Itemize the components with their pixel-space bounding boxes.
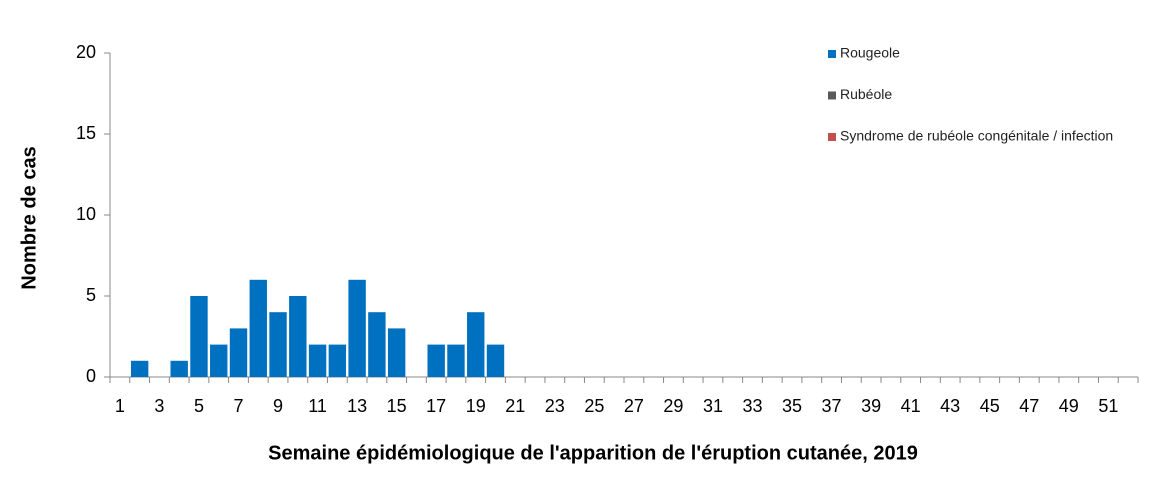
bar [427, 344, 445, 377]
x-tick-label: 23 [545, 396, 565, 416]
y-tick-label: 20 [76, 42, 96, 62]
x-tick-label: 15 [387, 396, 407, 416]
x-tick-label: 13 [347, 396, 367, 416]
x-tick-label: 21 [505, 396, 525, 416]
x-tick-label: 31 [703, 396, 723, 416]
bar [328, 344, 347, 377]
legend-swatch [828, 91, 836, 100]
x-tick-label: 41 [901, 396, 921, 416]
legend-swatch [828, 50, 836, 58]
x-tick-label: 35 [782, 396, 802, 416]
x-tick-label: 51 [1098, 396, 1118, 416]
bar [289, 296, 307, 377]
bar [308, 344, 327, 377]
legend-label: Rubéole [840, 86, 892, 102]
x-tick-label: 9 [273, 396, 283, 416]
bar [269, 312, 287, 377]
x-tick-label: 5 [194, 396, 204, 416]
bar [130, 360, 149, 377]
bar [229, 328, 248, 377]
bar [467, 312, 485, 377]
x-tick-label: 1 [115, 396, 125, 416]
y-tick-label: 0 [86, 366, 96, 386]
y-tick-label: 10 [76, 204, 96, 224]
legend-swatch [828, 133, 836, 141]
x-tick-label: 27 [624, 396, 644, 416]
x-tick-label: 43 [940, 396, 960, 416]
bar [170, 360, 188, 377]
bar [210, 344, 228, 377]
x-tick-label: 3 [154, 396, 164, 416]
x-tick-label: 37 [822, 396, 842, 416]
bar [249, 279, 267, 377]
x-tick-label: 11 [308, 396, 327, 416]
x-tick-label: 49 [1059, 396, 1079, 416]
y-axis-title: Nombre de cas [18, 146, 40, 289]
bar [486, 344, 505, 377]
x-axis-title: Semaine épidémiologique de l'apparition … [268, 442, 918, 464]
x-tick-label: 33 [742, 396, 762, 416]
bar [447, 344, 465, 377]
x-tick-label: 17 [426, 396, 446, 416]
legend-label: Rougeole [840, 45, 900, 61]
x-tick-label: 19 [466, 396, 486, 416]
legend-label: Syndrome de rubéole congénitale / infect… [840, 128, 1113, 144]
bar [190, 296, 208, 377]
y-tick-label: 5 [86, 285, 96, 305]
x-tick-label: 7 [233, 396, 243, 416]
x-tick-label: 29 [663, 396, 683, 416]
bar [368, 312, 386, 377]
y-tick-label: 15 [76, 123, 96, 143]
x-tick-label: 25 [584, 396, 604, 416]
bar [387, 328, 406, 377]
x-tick-label: 45 [980, 396, 1000, 416]
x-tick-label: 47 [1019, 396, 1039, 416]
x-tick-label: 39 [861, 396, 881, 416]
bar [348, 279, 366, 377]
